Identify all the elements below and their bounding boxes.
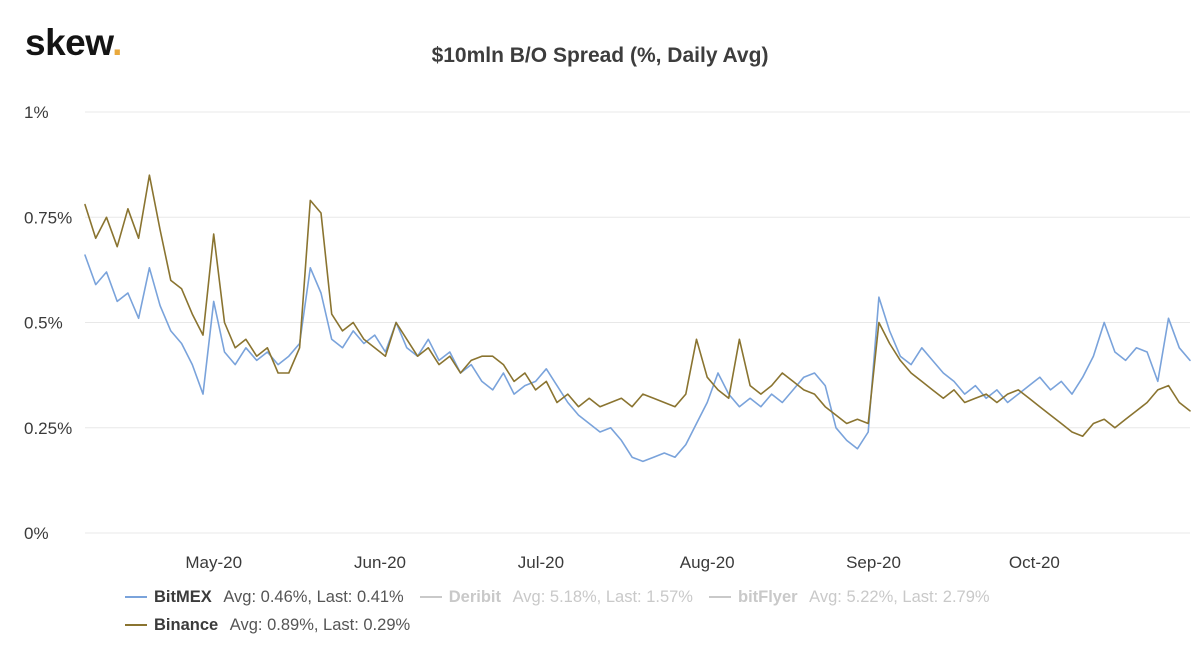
legend-swatch-bitflyer xyxy=(708,596,731,598)
chart-title: $10mln B/O Spread (%, Daily Avg) xyxy=(431,44,769,67)
x-axis-label: May-20 xyxy=(185,553,242,572)
legend-swatch-bitmex xyxy=(125,596,147,598)
spread-chart[interactable]: 0% 0.25% 0.5% 0.75% 1% May-20 Jun-20 Jul-20 Aug-… xyxy=(0,0,1200,580)
legend-stats: Avg: 0.46%, Last: 0.41% xyxy=(218,587,404,606)
x-axis-label: Jun-20 xyxy=(354,553,406,572)
legend-item-binance[interactable]: Binance Avg: 0.89%, Last: 0.29% xyxy=(125,616,410,635)
skew-logo-dot: . xyxy=(112,22,122,63)
legend-swatch-binance xyxy=(125,624,147,626)
y-axis-label: 0.5% xyxy=(24,314,63,333)
series-bitmex xyxy=(84,254,1191,463)
legend-stats: Avg: 5.18%, Last: 1.57% xyxy=(508,587,693,606)
legend-swatch-deribit xyxy=(419,596,442,598)
y-axis-label: 0% xyxy=(24,524,49,543)
series-binance xyxy=(84,174,1191,438)
skew-logo[interactable]: skew. xyxy=(25,22,122,64)
legend-stats: Avg: 0.89%, Last: 0.29% xyxy=(225,615,411,634)
legend-name: BitMEX xyxy=(154,587,212,606)
chart-legend: BitMEX Avg: 0.46%, Last: 0.41% Deribit Av… xyxy=(125,583,990,639)
x-axis-label: Sep-20 xyxy=(846,553,901,572)
legend-stats: Avg: 5.22%, Last: 2.79% xyxy=(804,587,990,606)
legend-item-bitmex[interactable]: BitMEX Avg: 0.46%, Last: 0.41% xyxy=(125,588,404,607)
legend-item-bitflyer[interactable]: bitFlyer Avg: 5.22%, Last: 2.79% xyxy=(708,587,990,607)
x-axis-label: Jul-20 xyxy=(518,553,564,572)
legend-row-2: Binance Avg: 0.89%, Last: 0.29% xyxy=(125,611,990,639)
legend-item-deribit[interactable]: Deribit Avg: 5.18%, Last: 1.57% xyxy=(419,587,693,607)
skew-logo-text: skew xyxy=(25,22,113,63)
x-axis-label: Oct-20 xyxy=(1009,553,1060,572)
legend-name: bitFlyer xyxy=(737,587,798,606)
x-axis-label: Aug-20 xyxy=(680,553,735,572)
y-axis-label: 0.25% xyxy=(24,419,72,438)
y-axis-label: 1% xyxy=(24,103,49,122)
legend-row-1: BitMEX Avg: 0.46%, Last: 0.41% Deribit Av… xyxy=(125,583,990,611)
y-axis-label: 0.75% xyxy=(24,208,72,227)
legend-name: Binance xyxy=(154,615,219,634)
legend-name: Deribit xyxy=(448,587,501,606)
